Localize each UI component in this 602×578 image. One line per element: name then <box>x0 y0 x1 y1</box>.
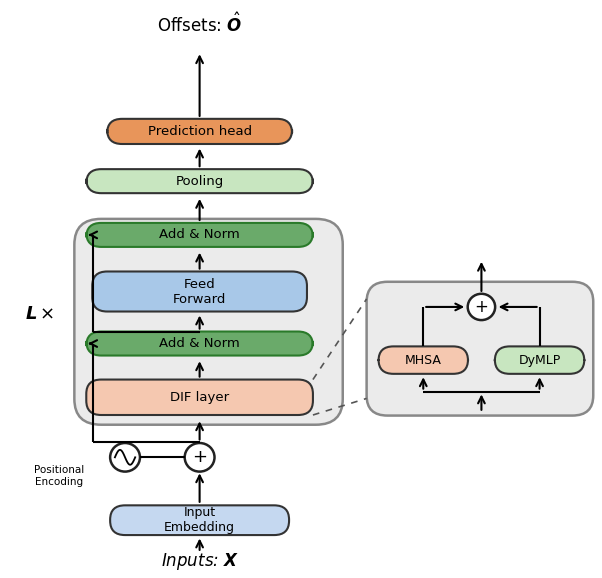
Text: Add & Norm: Add & Norm <box>160 228 240 242</box>
FancyBboxPatch shape <box>86 332 313 355</box>
Text: DyMLP: DyMLP <box>518 354 560 366</box>
Text: Add & Norm: Add & Norm <box>160 337 240 350</box>
FancyBboxPatch shape <box>86 380 313 415</box>
Text: Feed
Forward: Feed Forward <box>173 277 226 306</box>
Text: +: + <box>192 449 207 466</box>
FancyBboxPatch shape <box>92 272 307 312</box>
Text: +: + <box>474 298 488 316</box>
FancyBboxPatch shape <box>86 169 313 193</box>
FancyBboxPatch shape <box>86 223 313 247</box>
Text: MHSA: MHSA <box>405 354 442 366</box>
FancyBboxPatch shape <box>107 119 292 144</box>
FancyBboxPatch shape <box>367 282 593 416</box>
Text: Positional
Encoding: Positional Encoding <box>34 465 84 487</box>
Text: DIF layer: DIF layer <box>170 391 229 404</box>
FancyBboxPatch shape <box>495 346 585 374</box>
FancyBboxPatch shape <box>75 219 343 425</box>
Text: Inputs: $\boldsymbol{X}$: Inputs: $\boldsymbol{X}$ <box>161 551 238 572</box>
FancyBboxPatch shape <box>110 505 289 535</box>
Circle shape <box>185 443 214 472</box>
Text: $\boldsymbol{L} \times$: $\boldsymbol{L} \times$ <box>25 305 55 323</box>
Text: Pooling: Pooling <box>175 175 224 188</box>
Text: Prediction head: Prediction head <box>147 125 252 138</box>
Circle shape <box>110 443 140 472</box>
Text: Input
Embedding: Input Embedding <box>164 506 235 534</box>
FancyBboxPatch shape <box>379 346 468 374</box>
Text: Offsets: $\hat{\boldsymbol{O}}$: Offsets: $\hat{\boldsymbol{O}}$ <box>157 13 242 36</box>
Circle shape <box>468 294 495 320</box>
